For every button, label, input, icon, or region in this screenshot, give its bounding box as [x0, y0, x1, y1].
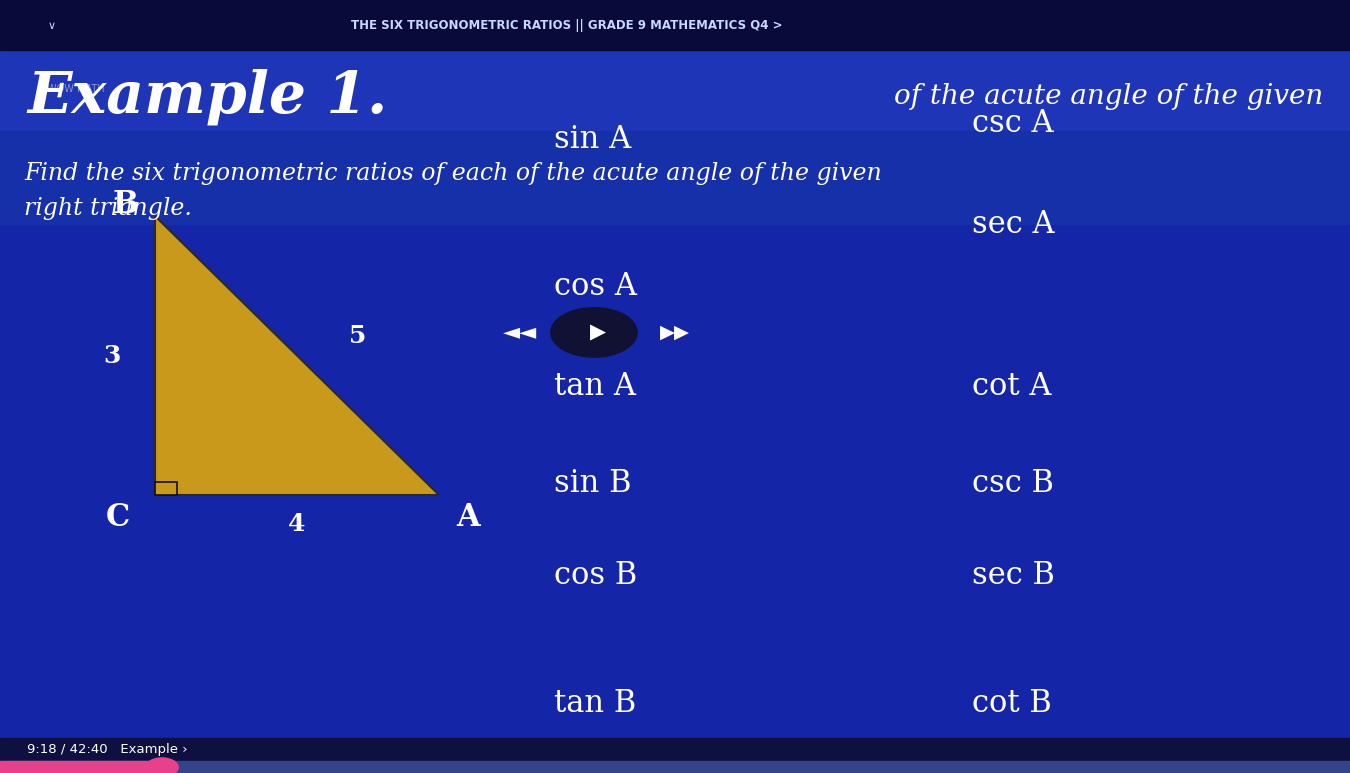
Text: ▶: ▶ [590, 322, 606, 342]
Polygon shape [155, 216, 439, 495]
Text: csc A: csc A [972, 108, 1053, 139]
Text: tan A: tan A [554, 371, 636, 402]
Text: 4: 4 [289, 512, 305, 536]
Text: Example 1.: Example 1. [27, 68, 387, 125]
Text: ▶▶: ▶▶ [660, 323, 690, 342]
Text: cot A: cot A [972, 371, 1052, 402]
Circle shape [551, 308, 637, 357]
Text: 5: 5 [350, 324, 366, 349]
Text: ◄◄: ◄◄ [502, 322, 537, 342]
Text: ∨: ∨ [47, 21, 55, 30]
Text: 3: 3 [104, 343, 120, 368]
Text: cos A: cos A [554, 271, 636, 301]
Text: THE SIX TRIGONOMETRIC RATIOS || GRADE 9 MATHEMATICS Q4 >: THE SIX TRIGONOMETRIC RATIOS || GRADE 9 … [351, 19, 783, 32]
Bar [0, 761, 1350, 773]
Text: sec A: sec A [972, 209, 1054, 240]
Text: 9:18 / 42:40   Example ›: 9:18 / 42:40 Example › [27, 743, 188, 755]
Text: sin B: sin B [554, 468, 630, 499]
Bar [0, 131, 1350, 224]
Text: Find the six trigonometric ratios of each of the acute angle of the given: Find the six trigonometric ratios of eac… [24, 162, 882, 186]
Text: cos B: cos B [554, 560, 637, 591]
Text: WOW MATH: WOW MATH [47, 84, 105, 94]
Bar [0, 0, 1350, 50]
Text: of the acute angle of the given: of the acute angle of the given [894, 83, 1323, 110]
Text: sin A: sin A [554, 124, 630, 155]
Text: right triangle.: right triangle. [24, 197, 192, 220]
Text: cot B: cot B [972, 688, 1052, 719]
Bar [0, 761, 162, 773]
Polygon shape [155, 482, 177, 495]
Text: A: A [456, 502, 481, 533]
Bar [0, 50, 1350, 131]
Text: C: C [105, 502, 130, 533]
Text: csc B: csc B [972, 468, 1054, 499]
Bar [0, 224, 1350, 742]
Circle shape [146, 758, 178, 773]
Text: tan B: tan B [554, 688, 636, 719]
Text: sec B: sec B [972, 560, 1054, 591]
Text: B: B [112, 189, 139, 220]
Bar [0, 738, 1350, 773]
